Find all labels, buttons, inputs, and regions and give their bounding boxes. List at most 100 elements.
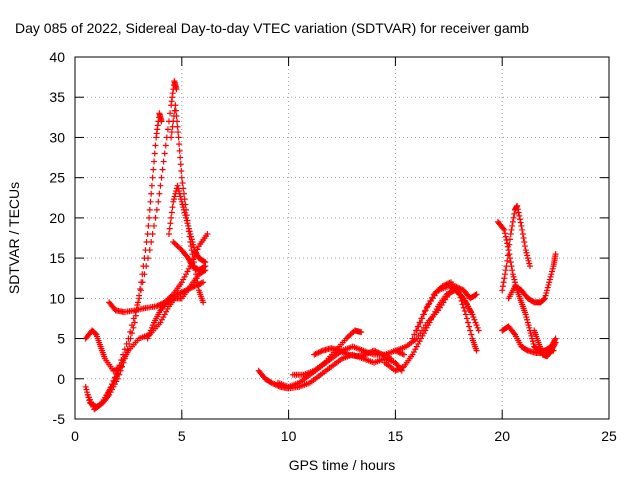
data-point	[507, 230, 514, 237]
data-point	[174, 182, 181, 189]
data-point	[153, 206, 160, 213]
series-arc-8	[82, 327, 125, 374]
data-point	[503, 237, 510, 244]
data-point	[419, 315, 426, 322]
data-point	[502, 271, 509, 278]
data-point	[183, 217, 190, 224]
data-point	[176, 141, 183, 148]
data-point	[530, 340, 537, 347]
data-point	[522, 247, 529, 254]
data-point	[114, 370, 121, 377]
data-point	[514, 202, 521, 209]
data-point	[148, 190, 155, 197]
data-point	[511, 276, 518, 283]
x-axis-label: GPS time / hours	[289, 457, 396, 473]
data-point	[151, 158, 158, 165]
data-point	[523, 314, 530, 321]
data-point	[524, 316, 531, 323]
data-point	[178, 198, 185, 205]
x-tick-label: 25	[601, 428, 617, 444]
data-point	[499, 283, 506, 290]
data-point	[182, 212, 189, 219]
data-point	[473, 347, 480, 354]
data-point	[472, 319, 479, 326]
chart-title: Day 085 of 2022, Sidereal Day-to-day VTE…	[15, 20, 529, 36]
data-point	[162, 142, 169, 149]
y-tick-label: -5	[53, 411, 66, 427]
data-point	[499, 287, 506, 294]
data-point	[121, 346, 128, 353]
data-point	[504, 252, 511, 259]
data-point	[510, 273, 517, 280]
data-point	[472, 291, 479, 298]
data-point	[178, 196, 185, 203]
series-arc-17	[413, 283, 476, 334]
data-point	[148, 239, 155, 246]
data-point	[500, 279, 507, 286]
data-point	[509, 271, 516, 278]
data-point	[128, 322, 135, 329]
data-point	[423, 304, 430, 311]
data-point	[131, 319, 138, 326]
data-point	[421, 308, 428, 315]
data-point	[201, 258, 208, 265]
data-point	[135, 299, 142, 306]
data-point	[177, 161, 184, 168]
data-point	[511, 210, 518, 217]
data-point	[185, 222, 192, 229]
data-point	[475, 327, 482, 334]
data-point	[187, 230, 194, 237]
data-point	[171, 193, 178, 200]
data-point	[188, 233, 195, 240]
data-point	[123, 340, 130, 347]
data-point	[545, 281, 552, 288]
data-point	[146, 247, 153, 254]
data-point	[528, 332, 535, 339]
series-arc-7	[106, 230, 211, 316]
data-point	[166, 225, 173, 232]
data-point	[525, 257, 532, 264]
y-axis-label: SDTVAR / TECUs	[6, 182, 22, 294]
y-tick-label: 15	[49, 250, 65, 266]
data-point	[462, 311, 469, 318]
data-point	[180, 206, 187, 213]
data-point	[150, 166, 157, 173]
data-point	[176, 147, 183, 154]
data-point	[542, 292, 549, 299]
data-point	[113, 373, 120, 380]
data-point	[173, 112, 180, 119]
data-point	[112, 375, 119, 382]
series-arc-2	[84, 78, 180, 413]
data-point	[467, 327, 474, 334]
data-point	[546, 276, 553, 283]
data-point	[520, 235, 527, 241]
data-point	[507, 259, 514, 266]
data-point	[175, 188, 182, 195]
data-point	[526, 260, 533, 267]
data-point	[551, 340, 558, 347]
x-tick-label: 20	[494, 428, 510, 444]
data-point	[147, 198, 154, 205]
data-points	[82, 78, 559, 413]
data-point	[411, 331, 418, 338]
data-point	[506, 241, 513, 248]
data-point	[152, 142, 159, 149]
data-point	[188, 236, 195, 243]
grid-lines	[75, 57, 609, 419]
data-point	[170, 196, 177, 203]
data-point	[115, 367, 122, 374]
data-point	[84, 389, 91, 396]
data-point	[547, 273, 554, 280]
data-point	[388, 355, 395, 362]
data-point	[175, 185, 182, 192]
data-point	[474, 324, 481, 331]
data-point	[525, 322, 532, 329]
data-point	[506, 251, 513, 258]
data-point	[529, 338, 536, 345]
data-point	[502, 230, 509, 237]
data-point	[169, 204, 176, 211]
plot-frame	[74, 56, 610, 420]
x-tick-label: 0	[71, 428, 79, 444]
data-point	[137, 287, 144, 294]
